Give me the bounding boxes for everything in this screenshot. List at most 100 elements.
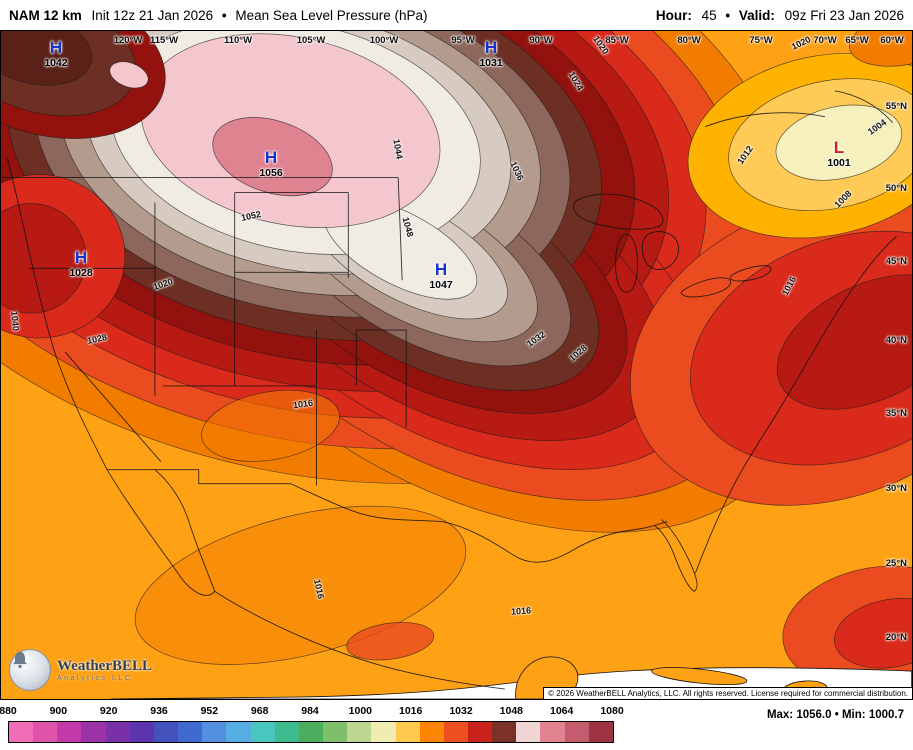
colorbar-tick-label: 900 [49, 705, 68, 717]
lon-label: 80°W [677, 35, 701, 46]
min-label: Min: [841, 709, 866, 721]
copyright-notice: © 2026 WeatherBELL Analytics, LLC. All r… [543, 687, 912, 699]
lat-label: 35°N [885, 408, 907, 419]
colorbar-tick-label: 1016 [398, 705, 423, 717]
band-1056 [212, 117, 333, 197]
contour-label: 1028 [86, 332, 108, 346]
lon-label: 95°W [451, 35, 475, 46]
contour-label: 1040 [9, 310, 21, 332]
contour-label: 1008 [832, 188, 854, 210]
pressure-center-l-1001: L 1001 [827, 139, 850, 169]
contour-label: 1016 [779, 274, 799, 298]
cuba [651, 667, 748, 686]
contour-label: 1020 [789, 34, 813, 52]
field-name: Mean Sea Level Pressure (hPa) [235, 7, 428, 23]
center-value: 1028 [69, 267, 93, 279]
colorbar-segment [153, 722, 179, 742]
colorbar [8, 721, 614, 743]
colorbar-segment [33, 722, 58, 742]
contour-label: 1016 [312, 578, 326, 600]
colorbar-tick-label: 880 [0, 705, 17, 717]
colorbar-labels: 880 900 920 936 952 968 984 1000 1016 1032 1048 106… [0, 705, 624, 718]
center-value: 1047 [429, 279, 453, 291]
center-letter: H [264, 148, 278, 167]
logo-circle [9, 649, 51, 691]
lon-label: 75°W [749, 35, 773, 46]
center-letter: H [74, 248, 88, 267]
bc-high-core [1, 31, 93, 86]
pressure-center-h-1047: H 1047 [429, 261, 452, 291]
separator: • [834, 709, 839, 721]
contour-label: 1024 [566, 69, 586, 93]
center-letter: H [434, 260, 448, 279]
lon-label: 105°W [296, 35, 326, 46]
title-right: Hour: 45 • Valid: 09z Fri 23 Jan 2026 [656, 8, 904, 23]
colorbar-tick-label: 1000 [348, 705, 373, 717]
colorbar-segment [250, 722, 275, 742]
colorbar-tick-label: 936 [150, 705, 168, 717]
colorbar-segment [371, 722, 396, 742]
colorbar-segment [443, 722, 468, 742]
colorbar-segment [226, 722, 251, 742]
contour-label: 1036 [508, 159, 526, 183]
pressure-field-svg [1, 31, 912, 699]
contour-label: 1016 [510, 605, 532, 617]
colorbar-segment [81, 722, 106, 742]
lon-label: 115°W [149, 35, 179, 46]
contour-label: 1012 [735, 143, 755, 167]
pressure-center-h-1028: H 1028 [69, 249, 92, 279]
colorbar-segment [419, 722, 444, 742]
contour-label: 1048 [400, 216, 416, 238]
colorbar-segment [588, 722, 613, 742]
contour-label: 1032 [524, 329, 548, 349]
title-bar: NAM 12 km Init 12z 21 Jan 2026 • Mean Se… [0, 0, 913, 30]
weatherbell-logo: WeatherBELL Analytics LLC [9, 649, 152, 691]
colorbar-segment [57, 722, 82, 742]
separator: • [725, 7, 731, 23]
center-letter: H [49, 38, 63, 57]
lat-label: 40°N [885, 335, 907, 346]
colorbar-segment [323, 722, 348, 742]
pressure-map: 120°W 115°W 110°W 105°W 100°W 95°W 90°W 85°W 80°… [0, 30, 913, 700]
center-letter: H [484, 38, 498, 57]
colorbar-segment [202, 722, 227, 742]
center-value: 1056 [259, 167, 283, 179]
center-value: 1001 [827, 157, 851, 169]
colorbar-segment [467, 722, 493, 742]
colorbar-segment [105, 722, 130, 742]
logo-subtitle: Analytics LLC [57, 675, 133, 682]
map-annotations: 120°W 115°W 110°W 105°W 100°W 95°W 90°W 85°W 80°… [1, 31, 912, 699]
bell-icon [13, 651, 27, 669]
colorbar-segment [492, 722, 517, 742]
lon-label: 70°W [813, 35, 837, 46]
lat-label: 25°N [885, 558, 907, 569]
max-value: 1056.0 [796, 709, 832, 721]
lon-label: 85°W [605, 35, 629, 46]
colorbar-segment [298, 722, 324, 742]
colorbar-tick-label: 984 [301, 705, 319, 717]
valid-label: Valid: [738, 7, 775, 23]
colorbar-tick-label: 1064 [549, 705, 574, 717]
contour-label: 1020 [151, 276, 175, 292]
separator: • [221, 7, 227, 23]
contour-label: 1052 [240, 209, 262, 223]
contour-label: 1016 [292, 397, 314, 411]
contour-label: 1004 [865, 117, 889, 137]
center-letter: L [833, 138, 845, 157]
colorbar-segment [516, 722, 541, 742]
colorbar-segment [564, 722, 589, 742]
colorbar-segment [347, 722, 372, 742]
contour-label: 1028 [567, 342, 589, 364]
hour-label: Hour: [655, 7, 692, 23]
lon-label: 60°W [880, 35, 904, 46]
contour-label: 1044 [391, 138, 405, 160]
valid-value: 09z Fri 23 Jan 2026 [784, 7, 904, 23]
lon-label: 90°W [529, 35, 553, 46]
lat-label: 30°N [885, 483, 907, 494]
center-value: 1031 [479, 57, 503, 69]
colorbar-segment [9, 722, 34, 742]
colorbar-segment [395, 722, 420, 742]
lat-label: 50°N [885, 183, 907, 194]
colorbar-segment [129, 722, 154, 742]
lat-label: 45°N [885, 256, 907, 267]
